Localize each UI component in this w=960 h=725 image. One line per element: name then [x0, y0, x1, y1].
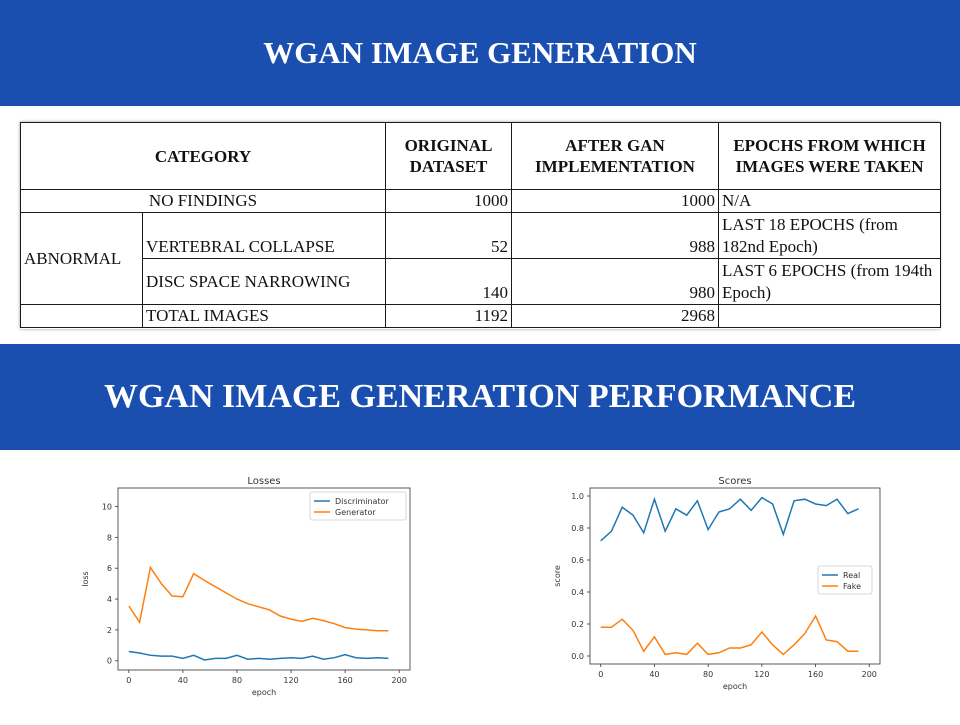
y-tick-label: 0: [107, 657, 112, 666]
table-row: DISC SPACE NARROWING 140 980 LAST 6 EPOC…: [21, 258, 941, 305]
cell-after: 2968: [511, 304, 719, 328]
cell-after: 988: [511, 212, 719, 259]
cell-after: 1000: [511, 189, 719, 213]
y-tick-label: 10: [102, 503, 112, 512]
series-line-generator: [128, 565, 389, 632]
table-row: NO FINDINGS 1000 1000 N/A: [20, 189, 941, 213]
cell-epochs: LAST 18 EPOCHS (from 182nd Epoch): [718, 212, 941, 259]
row-label-vertebral-collapse: VERTEBRAL COLLAPSE: [142, 212, 386, 259]
y-tick-label: 6: [107, 564, 112, 573]
header-original-dataset: ORIGINAL DATASET: [385, 122, 512, 190]
section-banner: WGAN IMAGE GENERATION PERFORMANCE: [0, 344, 960, 450]
row-label-total: TOTAL IMAGES: [142, 304, 386, 328]
cell-epochs: N/A: [718, 189, 941, 213]
y-tick-label: 0.2: [571, 620, 584, 629]
series-line-fake: [600, 614, 859, 656]
x-tick-label: 80: [703, 670, 713, 679]
dataset-table-container: CATEGORY ORIGINAL DATASET AFTER GAN IMPL…: [20, 122, 941, 329]
legend-box: [817, 565, 873, 595]
cell-epochs: [718, 304, 941, 328]
charts-area: Losses 0 40 80 120 160 200 0 2 4 6 8 10 epoch loss Disc…: [0, 462, 960, 720]
x-axis-label: epoch: [723, 682, 747, 691]
cell-after: 980: [511, 258, 719, 305]
row-label-disc-space-narrowing: DISC SPACE NARROWING: [142, 258, 386, 305]
scores-chart: Scores 0 40 80 120 160 200 0.0 0.2 0.4 0.6 0.8 1.0 ep…: [553, 476, 881, 691]
x-tick-label: 120: [754, 670, 769, 679]
legend-label: Real: [843, 571, 860, 580]
cell-epochs: LAST 6 EPOCHS (from 194th Epoch): [718, 258, 941, 305]
x-tick-label: 200: [862, 670, 877, 679]
x-tick-label: 0: [598, 670, 603, 679]
header-epochs: EPOCHS FROM WHICH IMAGES WERE TAKEN: [718, 122, 941, 190]
plot-frame: [117, 487, 411, 671]
x-tick-label: 200: [392, 676, 407, 685]
cell-original: 52: [385, 212, 512, 259]
losses-chart: Losses 0 40 80 120 160 200 0 2 4 6 8 10 epoch loss Disc…: [81, 476, 411, 697]
x-tick-label: 40: [178, 676, 188, 685]
cell-original: 140: [385, 258, 512, 305]
y-tick-label: 1.0: [571, 492, 584, 501]
x-tick-label: 160: [337, 676, 352, 685]
table-row: TOTAL IMAGES 1192 2968: [20, 304, 941, 328]
x-tick-label: 0: [126, 676, 131, 685]
row-label-no-findings: NO FINDINGS: [20, 189, 386, 213]
legend-box: [309, 491, 407, 521]
y-axis-label: loss: [81, 571, 90, 586]
chart-title: Losses: [247, 476, 280, 487]
table-header-row: CATEGORY ORIGINAL DATASET AFTER GAN IMPL…: [20, 122, 941, 190]
series-line-discriminator: [128, 650, 389, 661]
x-tick-label: 80: [232, 676, 242, 685]
y-tick-label: 4: [107, 595, 112, 604]
header-category: CATEGORY: [20, 122, 386, 190]
x-tick-label: 40: [649, 670, 659, 679]
header-after-gan: AFTER GAN IMPLEMENTATION: [511, 122, 719, 190]
legend-label: Fake: [843, 582, 861, 591]
series-line-real: [600, 496, 859, 542]
x-axis-label: epoch: [252, 688, 276, 697]
dataset-table: CATEGORY ORIGINAL DATASET AFTER GAN IMPL…: [20, 122, 941, 328]
row-label-abnormal: ABNORMAL: [20, 212, 143, 305]
legend-label: Generator: [335, 508, 376, 517]
chart-title: Scores: [718, 476, 751, 487]
section-title: WGAN IMAGE GENERATION PERFORMANCE: [103, 378, 857, 415]
cell-original: 1192: [385, 304, 512, 328]
slide-title: WGAN IMAGE GENERATION: [263, 35, 697, 70]
y-tick-label: 0.0: [571, 652, 584, 661]
y-tick-label: 2: [107, 626, 112, 635]
x-tick-label: 160: [808, 670, 823, 679]
charts-svg: Losses 0 40 80 120 160 200 0 2 4 6 8 10 epoch loss Disc…: [81, 476, 881, 697]
y-tick-label: 0.8: [571, 524, 584, 533]
x-tick-label: 120: [283, 676, 298, 685]
title-banner: WGAN IMAGE GENERATION: [0, 0, 960, 106]
y-tick-label: 8: [107, 533, 112, 542]
y-axis-label: score: [553, 565, 562, 587]
empty-cell: [20, 304, 143, 328]
y-tick-label: 0.6: [571, 556, 584, 565]
y-tick-label: 0.4: [571, 588, 584, 597]
cell-original: 1000: [385, 189, 512, 213]
legend-label: Discriminator: [335, 497, 389, 506]
plot-frame: [589, 487, 881, 665]
table-row: ABNORMAL VERTEBRAL COLLAPSE 52 988 LAST …: [20, 212, 941, 305]
